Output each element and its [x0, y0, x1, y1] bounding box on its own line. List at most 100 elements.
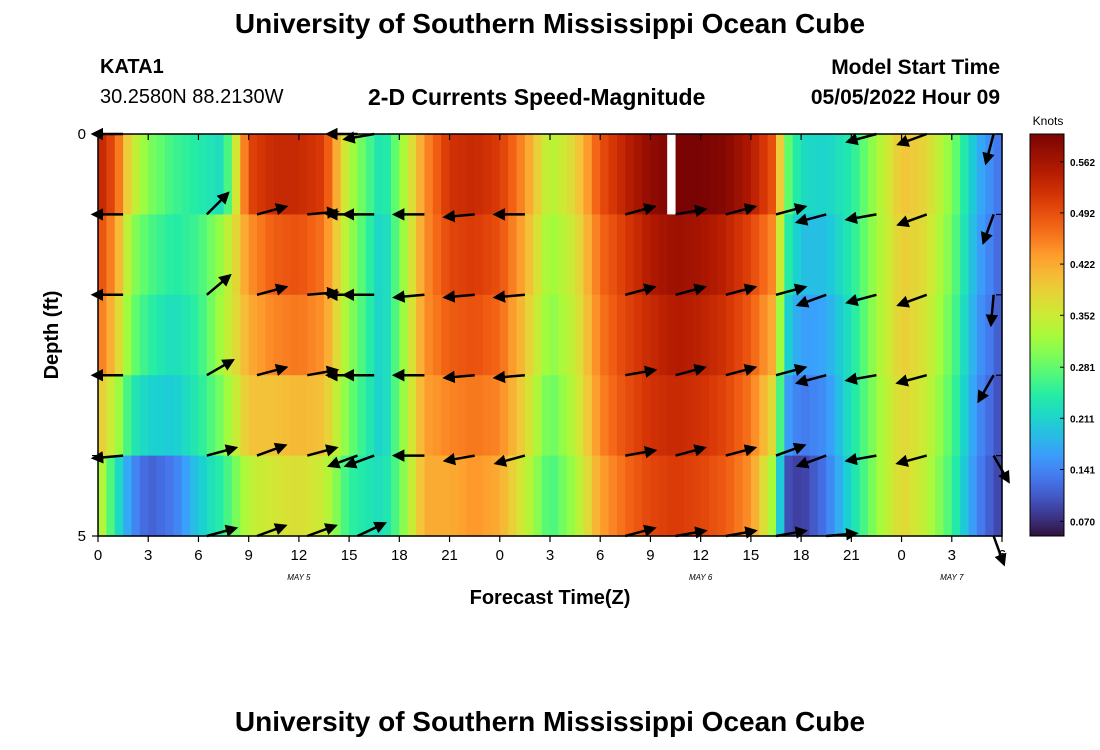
heatmap-cell: [240, 134, 250, 215]
heatmap-cell: [273, 134, 283, 215]
heatmap-cell: [390, 294, 400, 376]
heatmap-cell: [935, 134, 945, 215]
heatmap-cell: [240, 214, 250, 296]
heatmap-cell: [114, 294, 124, 376]
heatmap-cell: [198, 455, 208, 537]
heatmap-cell: [767, 455, 777, 537]
heatmap-cell: [298, 134, 308, 215]
heatmap-cell: [792, 375, 802, 457]
heatmap-cell: [231, 375, 241, 457]
heatmap-cell: [248, 134, 258, 215]
heatmap-cell: [859, 134, 869, 215]
heatmap-cell: [876, 375, 886, 457]
heatmap-cell: [357, 214, 367, 296]
product-title: 2-D Currents Speed-Magnitude: [368, 84, 706, 110]
current-vector: [844, 211, 877, 225]
heatmap-cell: [349, 134, 359, 215]
heatmap-cell: [508, 294, 518, 376]
heatmap-cell: [717, 134, 727, 215]
heatmap-cell: [156, 214, 166, 296]
footer-title: University of Southern Mississippi Ocean…: [234, 706, 866, 737]
heatmap-cell: [257, 375, 267, 457]
heatmap-cell: [307, 294, 317, 376]
current-vector: [256, 363, 289, 377]
heatmap-cell: [650, 134, 660, 215]
heatmap-cell: [198, 294, 208, 376]
heatmap-cell: [156, 455, 166, 537]
x-tick-label: 9: [646, 547, 654, 564]
heatmap-cell: [298, 294, 308, 376]
heatmap-cell: [784, 375, 794, 457]
heatmap-cell: [324, 294, 333, 376]
heatmap-cell: [508, 455, 518, 537]
heatmap-cell: [642, 294, 652, 376]
heatmap-cell: [198, 134, 208, 215]
heatmap-cell: [650, 294, 660, 376]
heatmap-cell: [491, 375, 501, 457]
heatmap-cell: [374, 375, 384, 457]
heatmap-cell: [483, 375, 493, 457]
heatmap-cell: [784, 294, 794, 376]
heatmap-cell: [558, 134, 568, 215]
heatmap-cell: [340, 375, 350, 457]
current-vector: [442, 209, 475, 223]
current-vector: [624, 203, 657, 216]
colorbar-label: Knots: [1033, 114, 1064, 128]
heatmap-cell: [650, 214, 660, 296]
current-vector: [844, 372, 877, 385]
heatmap-cell: [407, 214, 417, 296]
date-label: MAY 7: [940, 573, 964, 582]
heatmap-cell: [809, 214, 819, 296]
heatmap-cell: [943, 214, 953, 296]
heatmap-cell: [575, 455, 585, 537]
current-vector: [795, 454, 827, 469]
heatmap-cell: [826, 455, 836, 537]
current-vector: [992, 535, 1007, 567]
current-vector: [985, 294, 999, 328]
heatmap-cell: [491, 455, 501, 537]
heatmap-cell: [826, 294, 836, 376]
heatmap-cell: [667, 455, 677, 537]
heatmap-cell: [742, 294, 752, 376]
heatmap-cell: [139, 375, 149, 457]
current-vector: [725, 526, 758, 539]
heatmap-cell: [265, 214, 275, 296]
heatmap-cell: [273, 294, 283, 376]
heatmap-cell: [190, 134, 200, 215]
heatmap-cell: [951, 294, 961, 376]
heatmap-cell: [784, 214, 794, 296]
heatmap-cell: [709, 214, 719, 296]
heatmap-cell: [114, 134, 124, 215]
heatmap-cell: [324, 134, 333, 215]
heatmap-cell: [642, 375, 652, 457]
heatmap-cell: [901, 375, 911, 457]
heatmap-cell: [457, 134, 467, 215]
heatmap-cell: [524, 375, 534, 457]
heatmap-cell: [106, 375, 116, 457]
heatmap-cell: [432, 214, 442, 296]
y-tick-label: 5: [78, 528, 86, 545]
heatmap-cell: [516, 455, 526, 537]
heatmap-cell: [382, 134, 392, 215]
heatmap-cell: [566, 294, 576, 376]
heatmap-cell: [792, 134, 802, 215]
heatmap-cell: [181, 375, 191, 457]
heatmap-cell: [591, 214, 601, 296]
heatmap-cell: [399, 214, 409, 296]
heatmap-cell: [993, 375, 1003, 457]
heatmap-cell: [324, 455, 333, 537]
heatmap-cell: [709, 455, 719, 537]
heatmap-cell: [968, 455, 978, 537]
heatmap-cell: [215, 375, 225, 457]
x-tick-label: 0: [496, 547, 504, 564]
heatmap-cell: [583, 134, 593, 215]
heatmap-cell: [985, 214, 995, 296]
current-vector: [256, 442, 288, 457]
heatmap-cell: [817, 134, 827, 215]
heatmap-cell: [466, 375, 476, 457]
heatmap-cell: [725, 214, 735, 296]
heatmap-cell: [131, 455, 141, 537]
heatmap-cell: [349, 214, 359, 296]
heatmap-cell: [884, 214, 894, 296]
heatmap-cell: [834, 294, 844, 376]
